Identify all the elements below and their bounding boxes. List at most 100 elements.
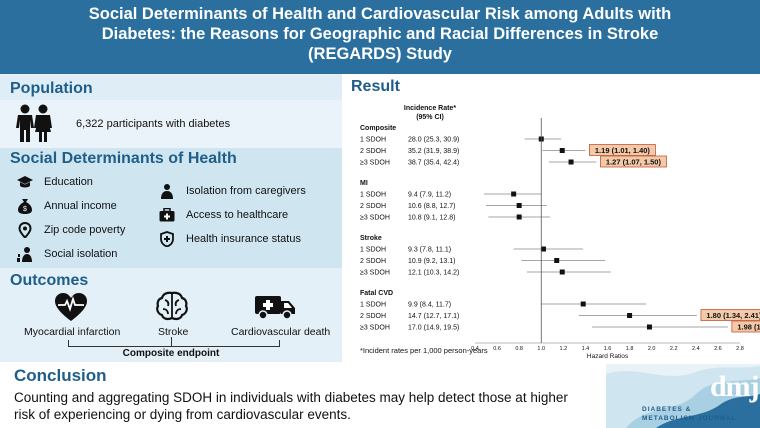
outcomes-heading: Outcomes: [10, 272, 89, 289]
x-tick-label: 0.4: [471, 346, 479, 352]
ambulance-icon: [254, 294, 296, 325]
hr-annotation-box: [600, 155, 667, 168]
x-tick-label: 1.8: [626, 346, 634, 352]
shield-icon: [158, 231, 176, 247]
hr-annotation: 1.80 (1.34, 2.41): [706, 311, 760, 320]
conclusion-text: Counting and aggregating SDOH in individ…: [14, 390, 568, 422]
hr-annotation-box: [700, 309, 760, 321]
population-heading: Population: [10, 80, 93, 97]
journal-name-2: METABOLISM JOURNAL: [642, 415, 737, 422]
x-tick-label: 2.0: [648, 346, 656, 352]
title-line-2: Diabetes: the Reasons for Geographic and…: [101, 25, 659, 43]
sdoh-income: $ Annual income: [16, 198, 117, 214]
sdoh-healthcare-access-label: Access to healthcare: [186, 209, 289, 221]
row-rate: 9.3 (7.8, 11.1): [408, 247, 451, 254]
row-label: ≥3 SDOH: [360, 270, 390, 277]
row-label: 2 SDOH: [360, 203, 386, 210]
hr-point: [516, 214, 522, 220]
hr-point: [627, 313, 633, 318]
sdoh-zip-poverty: Zip code poverty: [16, 222, 125, 238]
hr-point: [646, 324, 652, 330]
row-rate: 10.6 (8.8, 12.7): [408, 203, 455, 210]
journal-dmj: dmj: [710, 370, 760, 403]
forest-plot: Incidence Rate* (95% CI) Composite 1 SDOH…: [360, 105, 760, 360]
x-tick-label: 2.4: [692, 346, 700, 352]
x-tick-label: 0.8: [515, 346, 523, 352]
row-rate: 14.7 (12.7, 17.1): [408, 313, 459, 320]
graduation-cap-icon: [16, 174, 34, 190]
sdoh-social-isolation-label: Social isolation: [44, 248, 118, 260]
x-tick-label: 1.0: [537, 346, 545, 352]
row-label: 1 SDOH: [360, 302, 386, 309]
journal-name-1: DIABETES &: [642, 406, 692, 413]
outcome-cv-death: Cardiovascular death: [231, 326, 331, 338]
row-rate: 28.0 (25.3, 30.9): [408, 137, 459, 144]
row-rate: 9.9 (8.4, 11.7): [408, 302, 451, 309]
composite-endpoint-label: Composite endpoint: [122, 348, 220, 359]
location-pin-icon: [16, 222, 34, 238]
composite-bracket-mid: [171, 337, 172, 346]
hr-point: [559, 148, 565, 153]
hr-annotation: 1.98 (1.46, 2.69): [737, 323, 760, 332]
row-label: 2 SDOH: [360, 148, 386, 155]
x-tick-label: 1.6: [604, 346, 612, 352]
hr-point: [540, 246, 546, 252]
sdoh-zip-poverty-label: Zip code poverty: [44, 224, 126, 236]
rate-header-1: Incidence Rate*: [404, 105, 456, 112]
x-tick-label: 1.2: [560, 346, 568, 352]
group-label-3: Fatal CVD: [360, 290, 393, 297]
x-tick-label: 2.6: [714, 346, 722, 352]
sdoh-education-label: Education: [44, 176, 93, 188]
sdoh-heading: Social Determinants of Health: [10, 150, 237, 167]
row-label: 1 SDOH: [360, 247, 386, 254]
row-label: ≥3 SDOH: [360, 160, 390, 167]
hr-point: [511, 191, 517, 197]
population-text: 6,322 participants with diabetes: [76, 118, 231, 130]
row-label: 1 SDOH: [360, 192, 386, 199]
composite-bracket: [68, 340, 280, 347]
row-rate: 17.0 (14.9, 19.5): [408, 325, 459, 332]
isolated-person-icon: [16, 246, 34, 262]
hr-point: [580, 301, 586, 307]
row-rate: 35.2 (31.9, 38.9): [408, 148, 459, 155]
row-label: ≥3 SDOH: [360, 325, 390, 332]
row-rate: 12.1 (10.3, 14.2): [408, 270, 459, 277]
rate-header-2: (95% CI): [416, 114, 444, 121]
journal-logo: dmj DIABETES & METABOLISM JOURNAL: [606, 364, 760, 428]
brain-icon: [156, 291, 188, 326]
row-rate: 10.8 (9.1, 12.8): [408, 215, 455, 222]
row-rate: 9.4 (7.9, 11.2): [408, 192, 451, 199]
sdoh-healthcare-access: Access to healthcare: [158, 207, 288, 223]
caregiver-icon: [158, 183, 176, 199]
row-label: 2 SDOH: [360, 258, 386, 265]
medical-kit-icon: [158, 207, 176, 223]
result-heading: Result: [351, 78, 400, 95]
group-label-2: Stroke: [360, 235, 382, 242]
footnote: *Incident rates per 1,000 person-years: [360, 346, 488, 355]
people-icon: [14, 104, 54, 147]
hr-annotation: 1.19 (1.01, 1.40): [595, 146, 651, 155]
row-label: 2 SDOH: [360, 313, 386, 320]
hr-annotation-box: [589, 144, 656, 156]
row-rate: 38.7 (35.4, 42.4): [408, 160, 459, 167]
hr-point: [554, 258, 560, 263]
sdoh-caregiver-isolation: Isolation from caregivers: [158, 183, 306, 199]
group-label-0: Composite: [360, 125, 396, 132]
row-label: 1 SDOH: [360, 137, 386, 144]
hr-point: [559, 269, 565, 275]
sdoh-income-label: Annual income: [44, 200, 117, 212]
journal-wave-icon: [606, 366, 760, 428]
sdoh-social-isolation: Social isolation: [16, 246, 117, 262]
x-tick-label: 2.2: [670, 346, 678, 352]
x-tick-label: 2.8: [736, 346, 744, 352]
population-band: [0, 100, 342, 148]
title-line-3: (REGARDS) Study: [308, 45, 452, 63]
conclusion-heading: Conclusion: [14, 366, 107, 385]
money-bag-icon: $: [16, 198, 34, 214]
hr-annotation: 1.27 (1.07, 1.50): [606, 158, 662, 167]
group-label-1: MI: [360, 180, 368, 187]
outcome-mi: Myocardial infarction: [24, 326, 121, 338]
sdoh-caregiver-isolation-label: Isolation from caregivers: [186, 185, 306, 197]
outcome-stroke: Stroke: [158, 326, 189, 338]
hr-point: [568, 159, 574, 165]
